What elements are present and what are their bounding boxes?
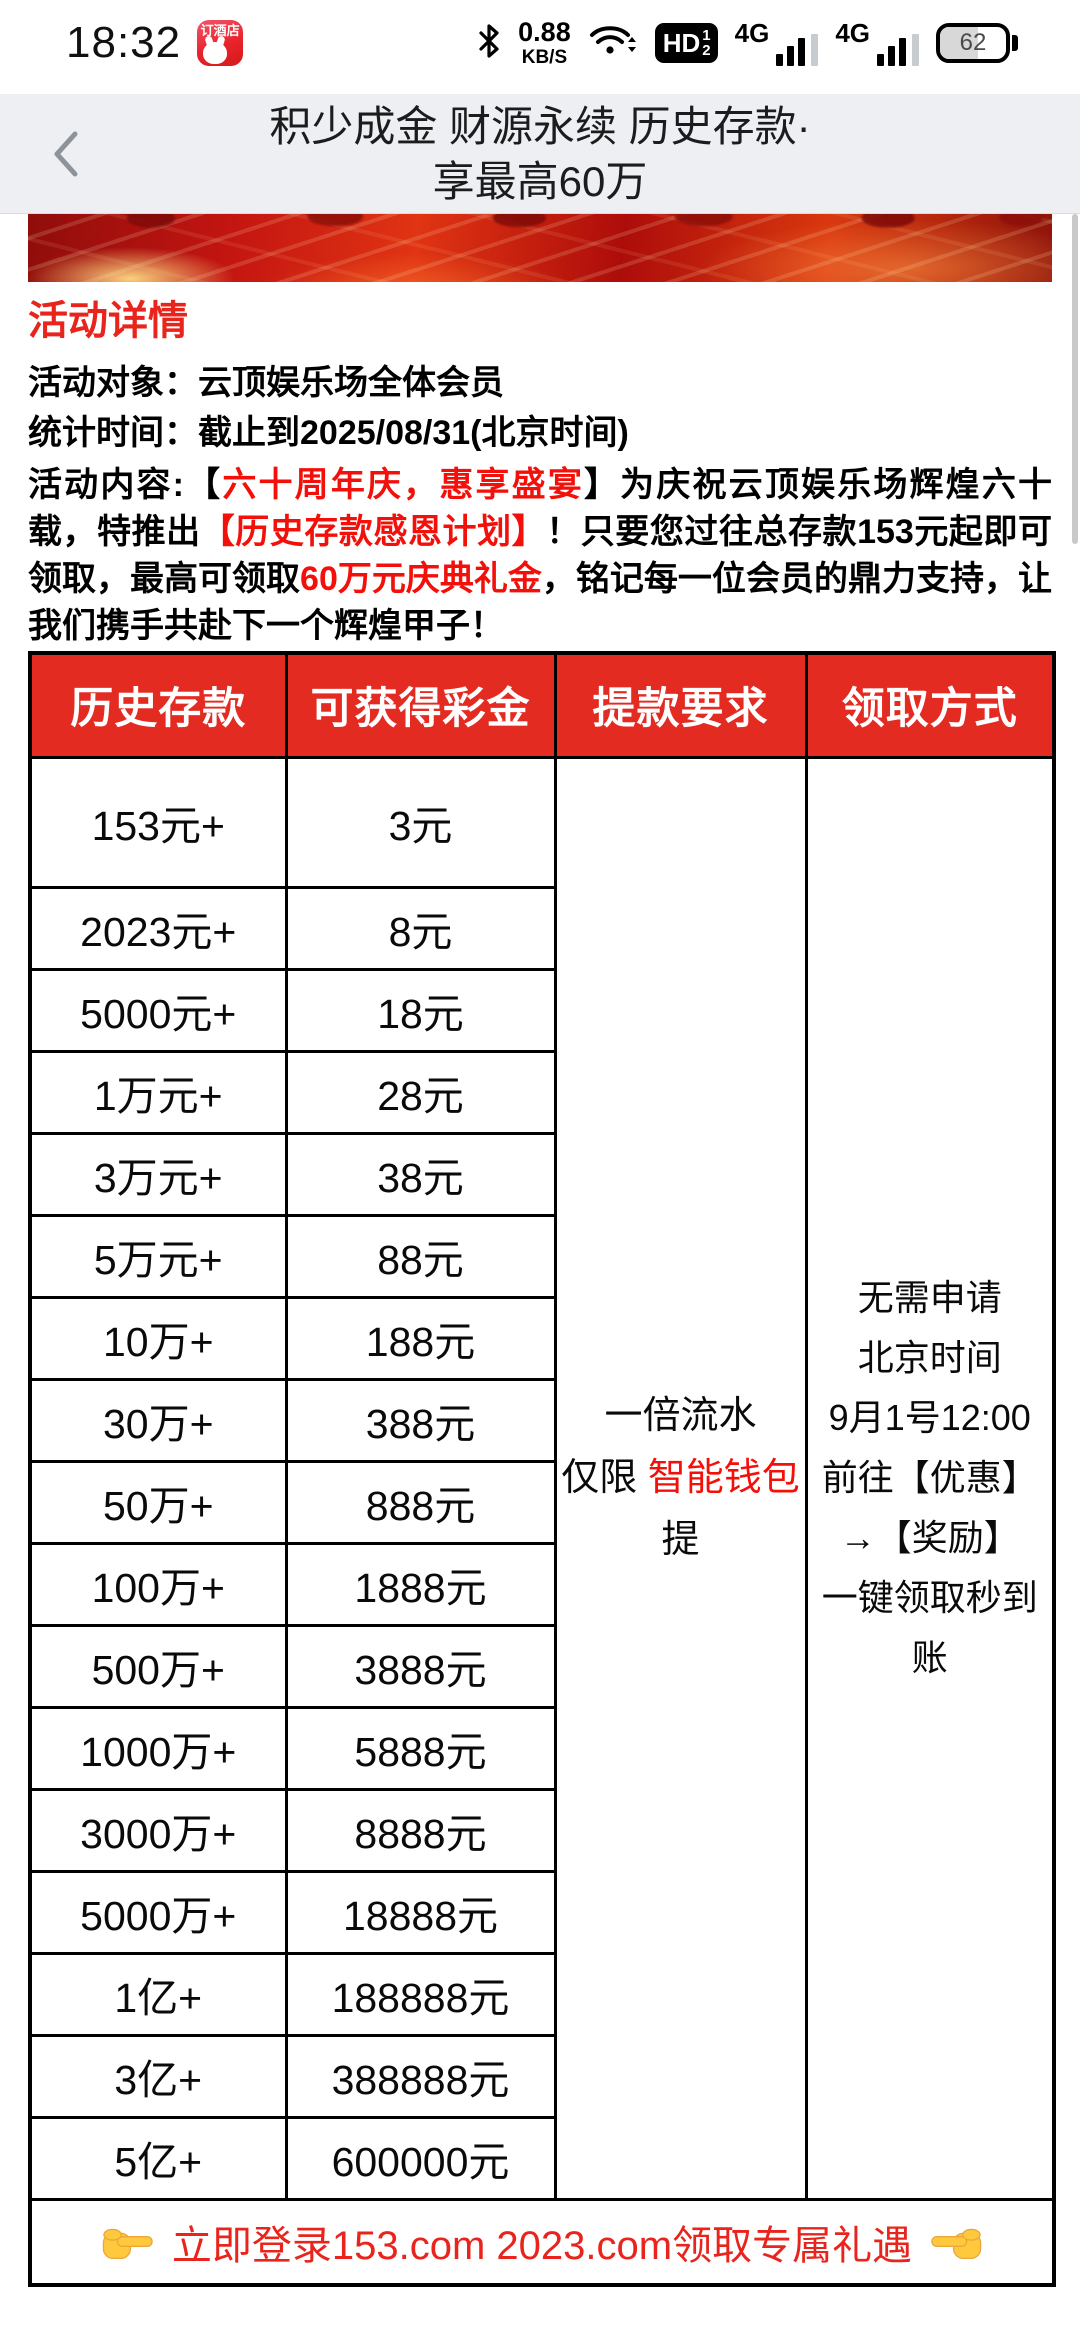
table-row: 3万元+ 38元: [28, 1131, 1054, 1217]
sim2-signal-icon: 4G: [835, 20, 919, 66]
battery-icon: 62: [936, 23, 1018, 63]
page-header: 积少成金 财源永续 历史存款· 享最高60万: [0, 94, 1080, 214]
table-row: 153元+ 3元 一倍流水 仅限 智能钱包 提 无需申请 北京时间 9月1号12…: [28, 755, 1056, 2201]
promo-footer-link[interactable]: 立即登录153.com 2023.com领取专属礼遇: [171, 2223, 913, 2268]
table-row: 50万+ 888元: [28, 1459, 1054, 1545]
network-speed-indicator: 0.88 KB/S: [518, 17, 571, 68]
table-row: 100万+ 1888元: [28, 1541, 1054, 1627]
bonus-table: 历史存款 可获得彩金 提款要求 领取方式 153元+ 3元 一倍流水 仅限 智能…: [28, 651, 1056, 2287]
table-row: 5万元+ 88元: [28, 1213, 1054, 1299]
table-row: 3000万+ 8888元: [28, 1787, 1054, 1873]
table-row: 2023元+ 8元: [28, 885, 1054, 971]
audience-line: 活动对象：云顶娱乐场全体会员: [28, 364, 504, 402]
stat-time-line: 统计时间：截止到2025/08/31(北京时间): [28, 414, 629, 452]
status-bar: 18:32 订酒店 0.88 KB/S: [0, 0, 1080, 94]
table-footer-row: 立即登录153.com 2023.com领取专属礼遇: [28, 2197, 1056, 2287]
promo-banner-image[interactable]: [28, 214, 1052, 282]
promo-footer-cell: 立即登录153.com 2023.com领取专属礼遇: [28, 2197, 1056, 2287]
claim-method-cell: 无需申请 北京时间 9月1号12:00 前往【优惠】 →【奖励】 一键领取秒到账: [804, 755, 1056, 2201]
table-row: 1000万+ 5888元: [28, 1705, 1054, 1791]
section-title: 活动详情: [28, 299, 188, 343]
pointing-left-emoji: [930, 2223, 982, 2261]
back-button[interactable]: [38, 118, 94, 190]
activity-details: 活动详情 活动对象：云顶娱乐场全体会员 统计时间：截止到2025/08/31(北…: [0, 298, 1080, 650]
sim1-signal-icon: 4G: [735, 20, 819, 66]
page-title: 积少成金 财源永续 历史存款· 享最高60万: [269, 102, 811, 205]
activity-content: 活动内容:【六十周年庆，惠享盛宴】为庆祝云顶娱乐场辉煌六十载，特推出【历史存款感…: [28, 466, 1053, 645]
col-header-claim-method: 领取方式: [804, 651, 1056, 759]
table-row: 1亿+ 188888元: [28, 1951, 1054, 2037]
scrollbar-thumb[interactable]: [1072, 214, 1078, 544]
hotel-app-notification-icon: 订酒店: [197, 20, 244, 66]
table-row: 5000元+ 18元: [28, 967, 1054, 1053]
wifi-icon: [588, 21, 638, 66]
pointing-right-emoji: [102, 2223, 154, 2261]
table-header-row: 历史存款 可获得彩金 提款要求 领取方式: [28, 651, 1056, 759]
clock: 18:32: [66, 18, 182, 67]
bluetooth-icon: [477, 23, 501, 64]
chevron-left-icon: [54, 131, 78, 176]
smart-wallet-highlight: 智能钱包: [647, 1457, 800, 1499]
table-row: 1万元+ 28元: [28, 1049, 1054, 1135]
col-header-withdrawal-requirement: 提款要求: [553, 651, 808, 759]
table-row: 5000万+ 18888元: [28, 1869, 1054, 1955]
table-row: 30万+ 388元: [28, 1377, 1054, 1463]
table-row: 3亿+ 388888元: [28, 2033, 1054, 2119]
col-header-bonus: 可获得彩金: [284, 651, 557, 759]
table-row: 500万+ 3888元: [28, 1623, 1054, 1709]
mascot-icon: [203, 42, 228, 64]
col-header-history-deposit: 历史存款: [28, 651, 288, 759]
status-bar-left: 18:32 订酒店: [66, 18, 244, 68]
table-row: 10万+ 188元: [28, 1295, 1054, 1381]
table-row: 5亿+ 600000元: [28, 2115, 1054, 2201]
withdrawal-requirement-cell: 一倍流水 仅限 智能钱包 提: [553, 755, 808, 2201]
